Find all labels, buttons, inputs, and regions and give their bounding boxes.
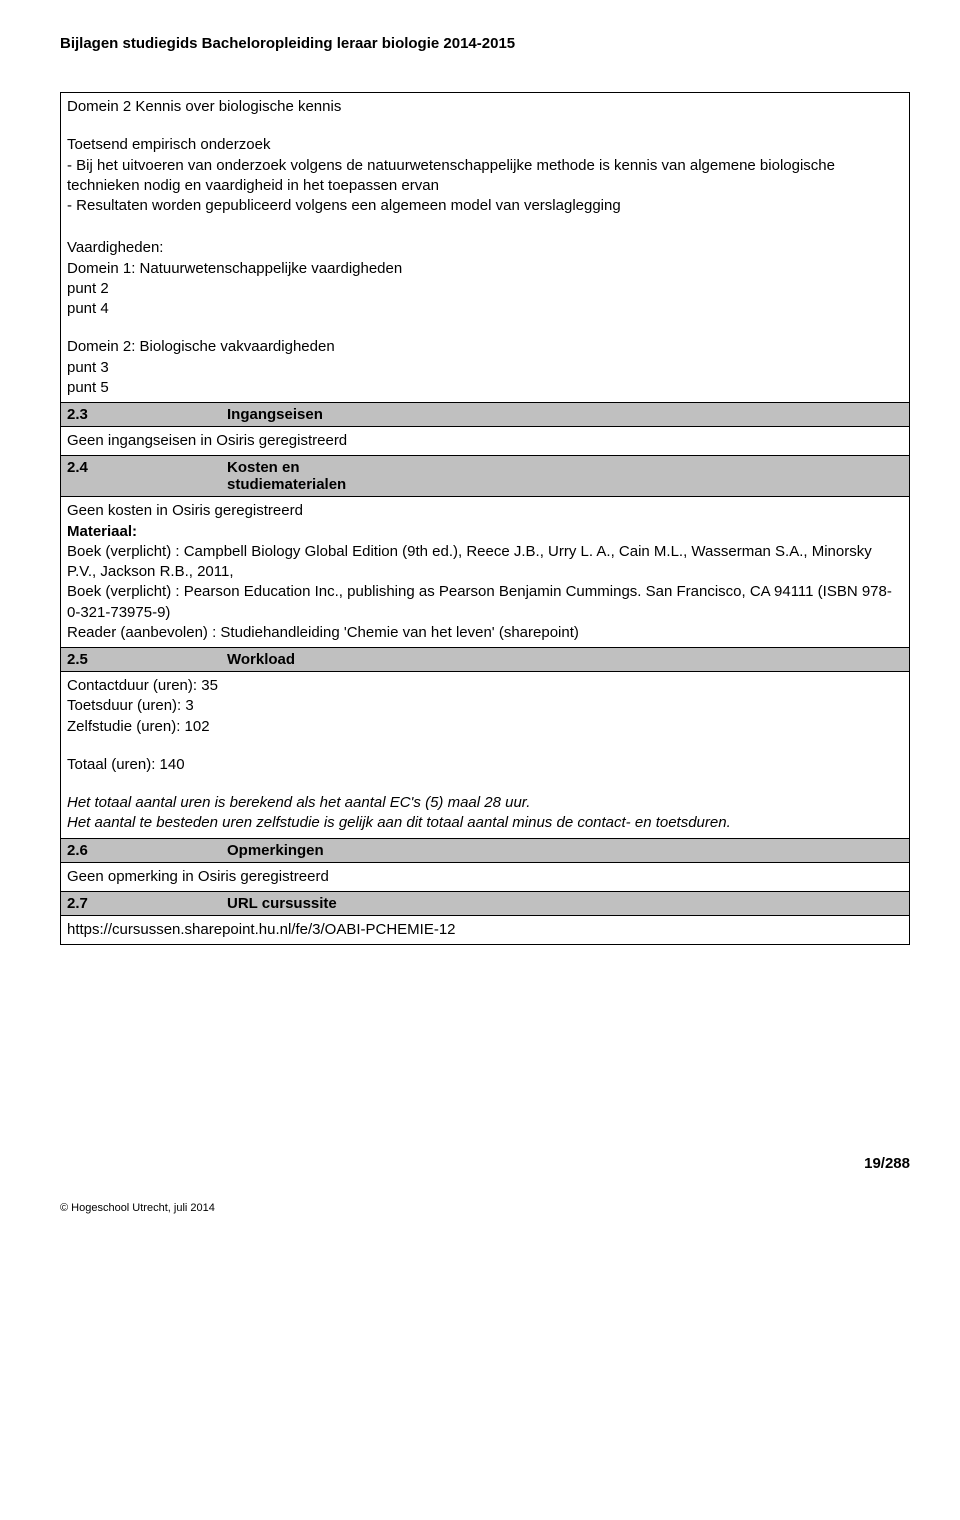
totaal-uren: Totaal (uren): 140 xyxy=(67,755,903,775)
kosten-line: Geen kosten in Osiris geregistreerd xyxy=(67,501,903,521)
page-number: 19/288 xyxy=(60,1155,910,1172)
section-num: 2.6 xyxy=(61,839,221,862)
page: Bijlagen studiegids Bacheloropleiding le… xyxy=(0,0,960,1244)
section-2-7-header: 2.7 URL cursussite xyxy=(61,891,909,915)
section-2-3-body: Geen ingangseisen in Osiris geregistreer… xyxy=(61,427,909,455)
section-title: Opmerkingen xyxy=(221,839,909,862)
section-num: 2.5 xyxy=(61,648,221,671)
section-title-line1: Kosten en xyxy=(227,459,903,476)
section-num: 2.4 xyxy=(61,456,221,496)
toetsend-title: Toetsend empirisch onderzoek xyxy=(67,135,903,155)
zelfstudie: Zelfstudie (uren): 102 xyxy=(67,717,903,737)
section-2-5-header: 2.5 Workload xyxy=(61,647,909,672)
section-2-4-body: Geen kosten in Osiris geregistreerd Mate… xyxy=(61,497,909,647)
toetsend-bullet-1: - Bij het uitvoeren van onderzoek volgen… xyxy=(67,156,903,197)
toetsend-bullet-2: - Resultaten worden gepubliceerd volgens… xyxy=(67,196,903,216)
vaard-punt3: punt 3 xyxy=(67,358,903,378)
section-title-line2: studiematerialen xyxy=(227,476,903,493)
section-2-5-body: Contactduur (uren): 35 Toetsduur (uren):… xyxy=(61,672,909,838)
vaard-domein1: Domein 1: Natuurwetenschappelijke vaardi… xyxy=(67,259,903,279)
section-title: Workload xyxy=(221,648,909,671)
contactduur: Contactduur (uren): 35 xyxy=(67,676,903,696)
section-title: Ingangseisen xyxy=(221,403,909,426)
vaard-domein2: Domein 2: Biologische vakvaardigheden xyxy=(67,337,903,357)
section-title: URL cursussite xyxy=(221,892,909,915)
vaard-punt2: punt 2 xyxy=(67,279,903,299)
section-2-6-body: Geen opmerking in Osiris geregistreerd xyxy=(61,863,909,891)
footer: © Hogeschool Utrecht, juli 2014 xyxy=(60,1202,910,1214)
section-2-4-header: 2.4 Kosten en studiematerialen xyxy=(61,455,909,497)
section-2-6-header: 2.6 Opmerkingen xyxy=(61,838,909,863)
section-2-7-body: https://cursussen.sharepoint.hu.nl/fe/3/… xyxy=(61,915,909,944)
italic-note-1: Het totaal aantal uren is berekend als h… xyxy=(67,793,903,813)
italic-note-2: Het aantal te besteden uren zelfstudie i… xyxy=(67,813,903,833)
section-num: 2.7 xyxy=(61,892,221,915)
domein2-title: Domein 2 Kennis over biologische kennis xyxy=(67,97,903,117)
materiaal-label: Materiaal: xyxy=(67,522,903,542)
boek-2: Boek (verplicht) : Pearson Education Inc… xyxy=(67,582,903,623)
section-num: 2.3 xyxy=(61,403,221,426)
boek-1: Boek (verplicht) : Campbell Biology Glob… xyxy=(67,542,903,583)
vaardigheden-title: Vaardigheden: xyxy=(67,238,903,258)
reader: Reader (aanbevolen) : Studiehandleiding … xyxy=(67,623,903,643)
section-2-3-header: 2.3 Ingangseisen xyxy=(61,402,909,427)
document-header: Bijlagen studiegids Bacheloropleiding le… xyxy=(60,35,910,52)
toetsduur: Toetsduur (uren): 3 xyxy=(67,696,903,716)
intro-block: Domein 2 Kennis over biologische kennis … xyxy=(61,93,909,402)
content-box: Domein 2 Kennis over biologische kennis … xyxy=(60,92,910,945)
section-title: Kosten en studiematerialen xyxy=(221,456,909,496)
vaard-punt5: punt 5 xyxy=(67,378,903,398)
vaard-punt4: punt 4 xyxy=(67,299,903,319)
